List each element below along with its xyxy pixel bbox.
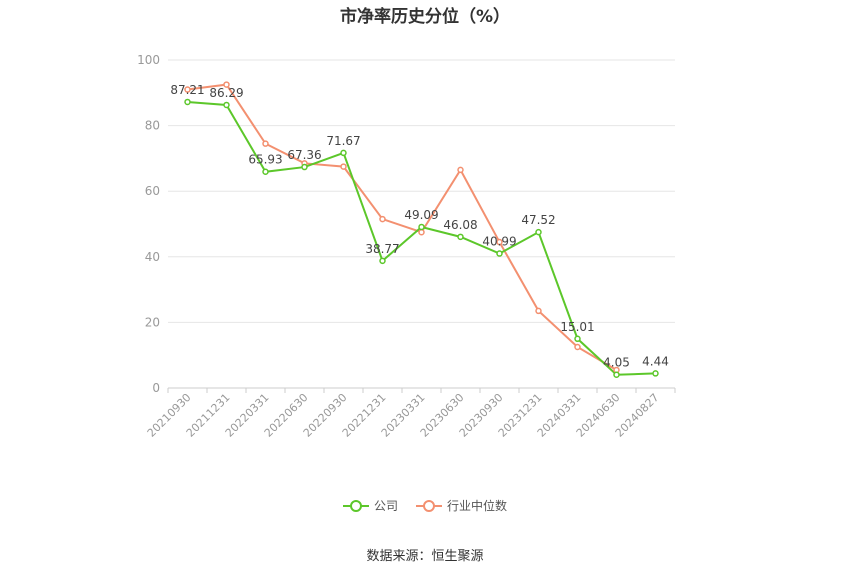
data-label: 4.44 [642,354,669,368]
x-axis [167,387,676,393]
data-label: 65.93 [248,153,282,167]
data-labels: 87.21 86.29 65.93 67.36 71.67 38.77 49.09 46.08… [170,83,669,370]
data-point-industry[interactable] [379,215,386,223]
y-tick-label: 80 [145,119,160,133]
legend-marker-company [342,499,369,512]
data-point-company[interactable] [496,250,503,257]
data-label: 47.52 [521,213,555,227]
data-point-company[interactable] [574,335,581,343]
data-point-industry[interactable] [496,238,503,246]
data-label: 46.08 [443,218,477,232]
series-line-company [187,100,656,376]
data-point-company[interactable] [652,370,659,377]
chart-title: 市净率历史分位（%） [339,7,511,27]
data-point-company[interactable] [301,163,308,171]
data-point-company[interactable] [223,101,230,109]
y-tick-label: 20 [145,315,160,329]
legend-label-industry: 行业中位数 [447,499,508,513]
data-label: 38.77 [365,242,399,256]
y-tick-label: 60 [145,184,160,198]
data-point-industry[interactable] [574,343,581,351]
data-point-company[interactable] [379,257,386,265]
line-chart: 0 20 40 60 80 100 202109302021123120220331202… [137,53,676,440]
legend-label-company: 公司 [373,499,398,513]
grid-lines [168,59,675,323]
data-point-company[interactable] [457,233,464,241]
data-point-company[interactable] [418,223,425,231]
data-point-industry[interactable] [262,140,269,147]
legend-item-company[interactable]: 公司 [342,497,398,514]
data-point-industry[interactable] [418,228,425,236]
data-point-company[interactable] [184,98,191,106]
legend: 公司 行业中位数 [0,497,850,514]
legend-item-industry[interactable]: 行业中位数 [416,497,507,514]
data-label: 71.67 [326,134,360,148]
data-point-industry[interactable] [184,86,191,93]
series-points [184,81,659,378]
data-point-company[interactable] [535,228,542,236]
y-tick-label: 0 [152,381,160,395]
series-line-industry [187,83,618,371]
data-point-industry[interactable] [535,307,542,315]
y-axis-ticks: 0 20 40 60 80 100 [137,53,160,395]
data-point-industry[interactable] [340,163,347,170]
data-label: 4.05 [603,356,630,370]
data-point-industry[interactable] [223,81,230,88]
data-label: 87.21 [170,83,204,97]
x-axis-ticks: 2021093020211231202203312022063020220930… [145,391,662,440]
y-tick-label: 40 [145,250,160,264]
data-label: 40.99 [482,235,516,249]
data-point-industry[interactable] [457,166,464,174]
y-tick-label: 100 [137,53,160,67]
data-point-company[interactable] [340,149,347,157]
data-source: 数据来源：恒生聚源 [366,549,484,564]
data-label: 86.29 [209,86,243,100]
data-point-company[interactable] [262,168,269,175]
data-point-company[interactable] [613,371,620,378]
data-label: 15.01 [560,320,594,334]
data-label: 49.09 [404,208,438,222]
data-label: 67.36 [287,148,321,162]
legend-marker-industry [416,499,442,512]
